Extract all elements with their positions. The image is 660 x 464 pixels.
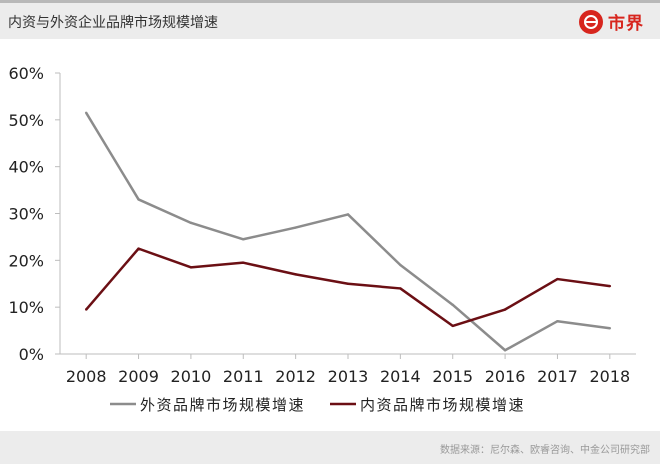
series-line-0 xyxy=(85,112,610,352)
brand-badge-icon xyxy=(579,9,603,34)
page-title: 内资与外资企业品牌市场规模增速 xyxy=(8,15,218,31)
x-tick-label: 2008 xyxy=(66,367,107,386)
y-tick-label: 0% xyxy=(19,345,44,364)
data-point xyxy=(242,238,245,241)
data-point xyxy=(399,263,402,267)
data-point xyxy=(294,226,297,229)
data-point xyxy=(137,198,140,201)
y-tick-label: 40% xyxy=(8,158,44,177)
y-tick-label: 20% xyxy=(8,251,44,270)
series-line-1 xyxy=(85,247,610,328)
x-tick-label: 2018 xyxy=(589,367,630,386)
chart-area: 0% 10% 20% 30% 40% 50% 60% 2008 2009 2010 2011 2012… xyxy=(0,39,660,431)
x-tick-label: 2011 xyxy=(223,367,264,386)
data-point xyxy=(84,111,88,115)
x-tick-label: 2010 xyxy=(171,367,212,386)
line-chart: 0% 10% 20% 30% 40% 50% 60% 2008 2009 2010 2011 2012… xyxy=(8,64,636,414)
brand-logo: 市界 xyxy=(579,9,644,34)
data-source: 数据来源：尼尔森、欧睿咨询、中金公司研究部 xyxy=(440,445,650,456)
x-tick-label: 2012 xyxy=(275,367,316,386)
y-tick-label: 30% xyxy=(8,205,44,224)
brand-name: 市界 xyxy=(608,14,644,34)
data-point xyxy=(451,324,454,328)
footer-bar: 数据来源：尼尔森、欧睿咨询、中金公司研究部 xyxy=(0,431,660,464)
data-point xyxy=(608,284,612,288)
data-point xyxy=(556,320,559,323)
x-tick-label: 2014 xyxy=(380,367,421,386)
data-point xyxy=(503,349,507,352)
x-tick-label: 2009 xyxy=(118,367,159,386)
y-tick-label: 60% xyxy=(8,64,44,83)
x-tick-label: 2016 xyxy=(485,367,526,386)
data-point xyxy=(84,308,88,311)
data-point xyxy=(399,287,402,290)
data-point xyxy=(608,327,612,330)
data-point xyxy=(189,266,193,269)
data-point xyxy=(451,303,454,307)
top-rule xyxy=(0,0,660,3)
data-point xyxy=(137,247,140,250)
data-point xyxy=(346,213,350,216)
legend-label-0: 外资品牌市场规模增速 xyxy=(140,396,305,414)
data-point xyxy=(189,221,193,225)
legend-label-1: 内资品牌市场规模增速 xyxy=(360,396,525,414)
y-tick-label: 10% xyxy=(8,298,44,317)
x-tick-label: 2017 xyxy=(537,367,578,386)
data-point xyxy=(556,277,559,281)
data-point xyxy=(346,282,350,285)
x-tick-label: 2015 xyxy=(432,367,473,386)
data-point xyxy=(503,308,507,311)
header-bar: 内资与外资企业品牌市场规模增速 市界 xyxy=(0,3,660,39)
y-tick-label: 50% xyxy=(8,111,44,130)
data-point xyxy=(294,273,297,276)
x-tick-label: 2013 xyxy=(328,367,369,386)
data-point xyxy=(242,261,245,264)
